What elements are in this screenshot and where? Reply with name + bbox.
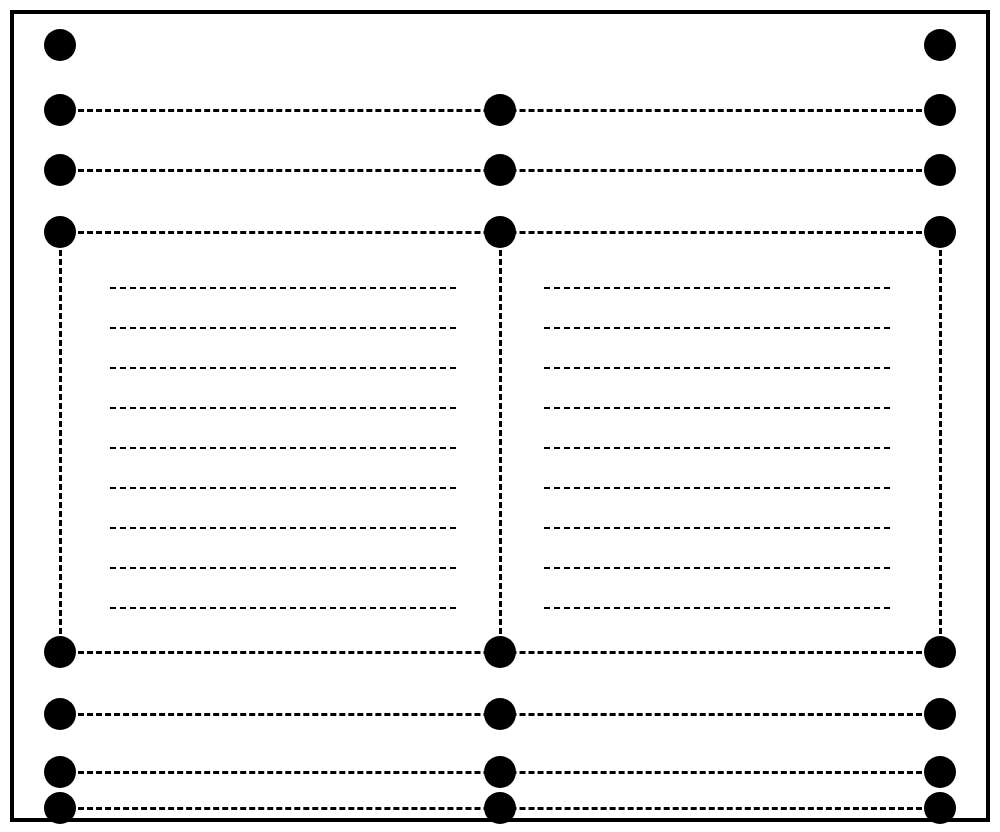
inner-dashed-line (110, 487, 456, 489)
graph-node (44, 216, 76, 248)
graph-node (44, 94, 76, 126)
graph-node (44, 756, 76, 788)
inner-dashed-line (110, 567, 456, 569)
graph-node (484, 216, 516, 248)
inner-dashed-line (110, 527, 456, 529)
inner-dashed-line (544, 567, 890, 569)
graph-node (44, 698, 76, 730)
graph-node (924, 756, 956, 788)
inner-dashed-line (544, 607, 890, 609)
graph-node (484, 792, 516, 824)
inner-dashed-line (544, 327, 890, 329)
graph-node (924, 792, 956, 824)
inner-dashed-line (110, 327, 456, 329)
graph-node (484, 636, 516, 668)
graph-node (924, 94, 956, 126)
edge-vertical (59, 232, 62, 652)
graph-node (924, 636, 956, 668)
graph-node (484, 698, 516, 730)
inner-dashed-line (544, 527, 890, 529)
graph-node (924, 154, 956, 186)
graph-node (44, 792, 76, 824)
edge-vertical (939, 232, 942, 652)
graph-node (44, 636, 76, 668)
inner-dashed-line (544, 367, 890, 369)
inner-dashed-line (110, 607, 456, 609)
inner-dashed-line (110, 407, 456, 409)
inner-dashed-line (110, 447, 456, 449)
graph-node (44, 29, 76, 61)
graph-node (924, 216, 956, 248)
inner-dashed-line (544, 447, 890, 449)
inner-dashed-line (110, 287, 456, 289)
graph-node (484, 154, 516, 186)
graph-node (924, 698, 956, 730)
inner-dashed-line (544, 487, 890, 489)
inner-dashed-line (110, 367, 456, 369)
graph-node (484, 756, 516, 788)
inner-dashed-line (544, 287, 890, 289)
graph-node (484, 94, 516, 126)
edge-vertical (499, 232, 502, 652)
graph-node (44, 154, 76, 186)
graph-node (924, 29, 956, 61)
inner-dashed-line (544, 407, 890, 409)
